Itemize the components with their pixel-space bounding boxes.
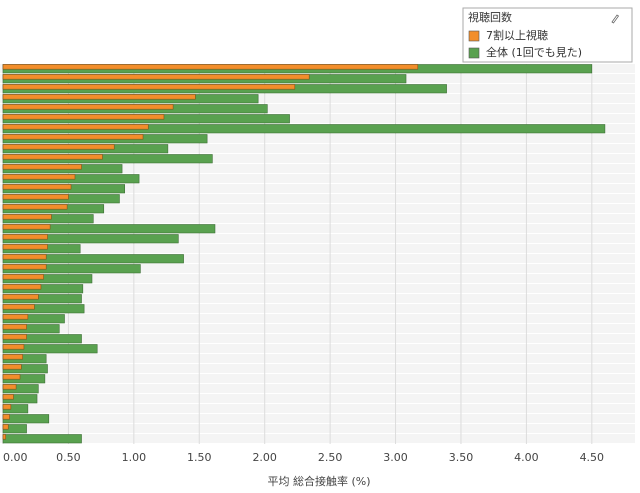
row-band <box>0 394 635 403</box>
legend: 視聴回数 <box>462 7 633 63</box>
bar <box>2 414 10 420</box>
row-band <box>0 414 635 423</box>
bar <box>2 214 52 220</box>
row-band <box>0 284 635 293</box>
x-tick-label: 0.50 <box>56 451 81 464</box>
x-tick-label: 3.50 <box>449 451 474 464</box>
row-band <box>0 404 635 413</box>
x-axis-label: 平均 総合接触率 (%) <box>267 474 370 488</box>
plot-area <box>0 64 635 444</box>
row-band <box>0 234 635 243</box>
bar <box>2 64 419 70</box>
legend-label: 全体 (1回でも見た) <box>486 45 582 59</box>
bar <box>2 374 21 380</box>
bar <box>2 244 48 250</box>
row-band <box>0 244 635 253</box>
row-band <box>0 134 635 143</box>
bar <box>2 284 42 290</box>
x-tick-label: 3.00 <box>383 451 408 464</box>
bar <box>2 144 115 150</box>
bar <box>2 134 144 140</box>
x-tick-label: 2.00 <box>252 451 277 464</box>
row-band <box>0 164 635 173</box>
row-band <box>0 154 635 163</box>
x-tick-label: 1.50 <box>187 451 212 464</box>
row-band <box>0 374 635 383</box>
bar <box>2 104 174 110</box>
bar <box>2 194 69 200</box>
row-band <box>0 114 635 123</box>
row-band <box>0 324 635 333</box>
bar <box>2 394 14 400</box>
bar <box>2 294 39 300</box>
x-tick-label: 1.00 <box>122 451 147 464</box>
bar <box>2 314 29 320</box>
bar <box>2 204 68 210</box>
row-band <box>0 354 635 363</box>
x-tick-label: 4.00 <box>514 451 539 464</box>
bar <box>2 264 47 270</box>
bar <box>2 234 48 240</box>
edit-icon[interactable] <box>611 14 620 24</box>
bar <box>2 324 27 330</box>
bar <box>2 304 35 310</box>
row-band <box>0 344 635 353</box>
legend-swatch <box>468 47 480 59</box>
bar <box>2 124 149 130</box>
legend-label: 7割以上視聴 <box>486 28 548 42</box>
bar <box>2 274 44 280</box>
row-band <box>0 294 635 303</box>
x-tick-label: 4.50 <box>580 451 605 464</box>
x-tick-label: 2.50 <box>318 451 343 464</box>
bar <box>2 414 50 424</box>
bar <box>2 224 51 230</box>
row-band <box>0 364 635 373</box>
bar <box>2 174 76 180</box>
row-band <box>0 104 635 113</box>
row-band <box>0 174 635 183</box>
bar <box>2 164 82 170</box>
row-band <box>0 194 635 203</box>
row-band <box>0 304 635 313</box>
row-band <box>0 264 635 273</box>
bar <box>2 434 6 440</box>
row-band <box>0 384 635 393</box>
row-band <box>0 214 635 223</box>
row-band <box>0 144 635 153</box>
legend-title: 視聴回数 <box>468 10 512 24</box>
bar <box>2 84 296 90</box>
legend-box <box>462 7 633 63</box>
row-band <box>0 334 635 343</box>
bar <box>2 354 23 360</box>
row-band <box>0 254 635 263</box>
row-band <box>0 314 635 323</box>
row-band <box>0 184 635 193</box>
bar <box>2 364 22 370</box>
bar <box>2 334 27 340</box>
bar <box>2 74 310 80</box>
row-band <box>0 204 635 213</box>
bar <box>2 154 103 160</box>
row-band <box>0 274 635 283</box>
bar <box>2 94 196 100</box>
bar <box>2 384 17 390</box>
bar <box>2 114 165 120</box>
bar <box>2 344 25 350</box>
row-band <box>0 224 635 233</box>
row-band <box>0 424 635 433</box>
legend-swatch <box>468 30 480 42</box>
bar <box>2 184 72 190</box>
bar <box>2 404 12 410</box>
bar <box>2 434 82 444</box>
x-tick-label: 0.00 <box>3 451 28 464</box>
row-band <box>0 434 635 443</box>
row-band <box>0 94 635 103</box>
bar <box>2 424 9 430</box>
bar <box>2 254 47 260</box>
